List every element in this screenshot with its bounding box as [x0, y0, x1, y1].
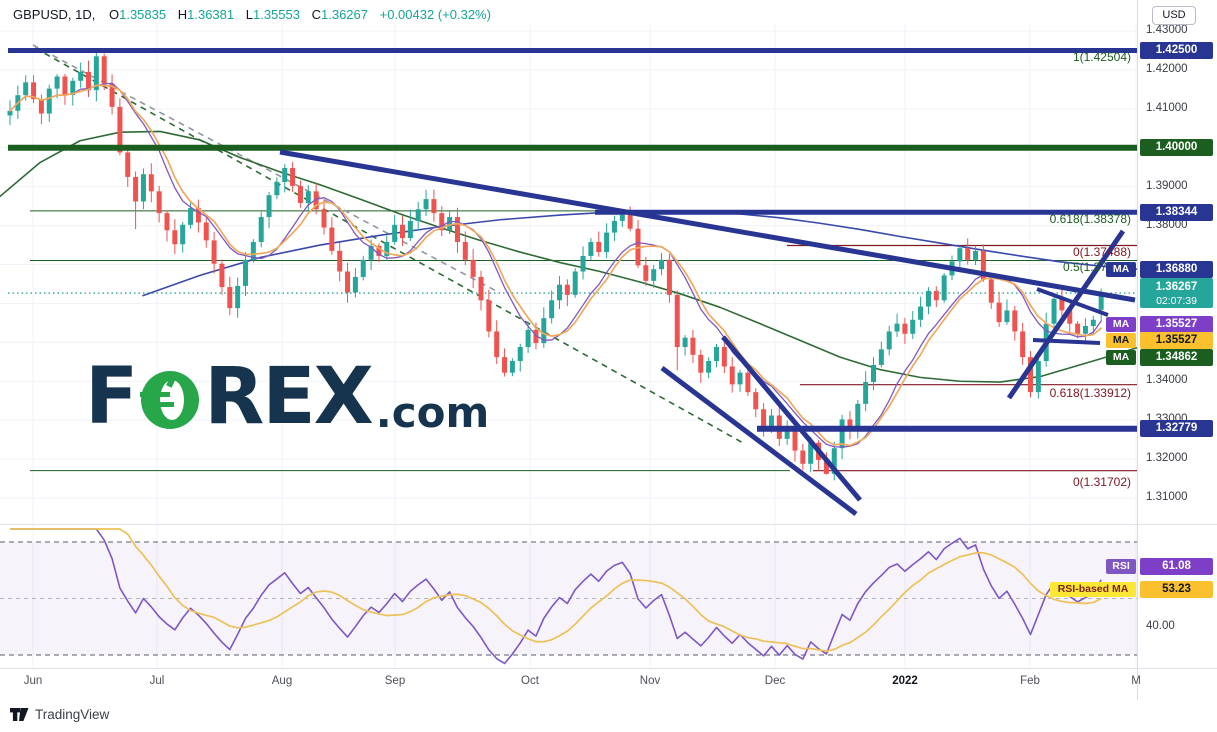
time-axis-label: Jun [23, 675, 43, 687]
high-value: 1.36381 [187, 7, 235, 22]
horizontal-support-resistance-lines [8, 47, 1137, 432]
price-axis-tick: 1.32000 [1146, 452, 1188, 465]
price-axis-badge: 1.35527 [1140, 315, 1213, 333]
currency-toggle[interactable]: USD [1152, 6, 1196, 25]
time-axis-label: 2022 [892, 675, 918, 687]
fib-level-label: 0(1.37488) [1072, 245, 1131, 259]
close-label: C [311, 7, 321, 22]
rsi-ma-value-badge: 53.23 [1140, 580, 1213, 598]
time-axis-label: Jul [149, 675, 165, 687]
price-axis-tick: 1.39000 [1146, 179, 1188, 192]
price-axis-badge: 1.36880 [1140, 260, 1213, 278]
low-value: 1.35553 [252, 7, 300, 22]
symbol-info-bar[interactable]: GBPUSD, 1D, O1.35835 H1.36381 L1.35553 C… [13, 7, 495, 22]
tradingview-brand-text: TradingView [35, 707, 110, 722]
low-label: L [245, 7, 253, 22]
rsi-label-pill: RSI [1106, 558, 1136, 574]
price-axis-badge: 1.35527 [1140, 331, 1213, 349]
time-axis-label: Dec [764, 675, 786, 687]
rsi-ma-label-pill: RSI-based MA [1050, 581, 1136, 597]
price-axis-badge: 1.32779 [1140, 420, 1213, 438]
pane-separator[interactable] [0, 524, 1217, 525]
price-axis-badge: 1.38344 [1140, 203, 1213, 221]
forex-o-logo-icon [140, 370, 200, 429]
symbol-title: GBPUSD, 1D, [13, 7, 96, 22]
rsi-pane [0, 541, 1137, 656]
rsi-lines [10, 528, 1102, 665]
open-value: 1.35835 [119, 7, 167, 22]
time-axis-label: Aug [271, 675, 293, 687]
watermark-f: F [85, 352, 138, 442]
price-axis-badge: 1.42500 [1140, 41, 1213, 59]
time-axis-label: Feb [1020, 675, 1040, 687]
price-axis-tick: 1.38000 [1146, 218, 1188, 231]
time-axis-label: M [1131, 675, 1141, 687]
ma-purple-line [9, 82, 1102, 448]
price-axis-tick: 1.34000 [1146, 374, 1188, 387]
price-axis-tick: 1.42000 [1146, 62, 1188, 75]
ma-yellow-line [9, 84, 1103, 447]
ma-label-pill: MA [1106, 332, 1136, 348]
time-axis-separator [0, 668, 1217, 669]
ma-green-line [0, 130, 1138, 383]
trendlines [279, 149, 1136, 516]
candles [7, 50, 1104, 481]
tradingview-logo-icon [10, 708, 29, 721]
close-value: 1.36267 [321, 7, 368, 22]
fib-level-label: 1(1.42504) [1072, 50, 1131, 64]
rsi-value-badge: 61.08 [1140, 557, 1213, 575]
price-axis-tick: 1.41000 [1146, 101, 1188, 114]
time-axis-label: Nov [639, 675, 661, 687]
price-axis-tick: 1.31000 [1146, 491, 1188, 503]
tradingview-attribution[interactable]: TradingView [10, 706, 109, 723]
price-axis-separator [1137, 0, 1138, 700]
time-axis-label: Oct [521, 675, 539, 687]
ma-label-pill: MA [1106, 316, 1136, 332]
price-axis-badge: 1.40000 [1140, 139, 1213, 157]
ma-label-pill: MA [1106, 261, 1136, 277]
change-value: +0.00432 (+0.32%) [379, 7, 491, 22]
fib-level-label: 0(1.31702) [1072, 475, 1131, 489]
price-axis-tick: 1.43000 [1146, 24, 1188, 36]
forex-com-watermark: F REX .com [85, 352, 490, 442]
ma-label-pill: MA [1106, 349, 1136, 365]
fib-level-label: 0.618(1.33912) [1049, 386, 1131, 400]
rsi-axis-tick: 40.00 [1146, 619, 1175, 632]
price-axis-badge: 1.34862 [1140, 348, 1213, 366]
watermark-com: .com [375, 388, 490, 438]
price-axis-badge: 1.36267 02:07:39 [1140, 278, 1213, 309]
open-label: O [108, 7, 120, 22]
time-axis-label: Sep [384, 675, 406, 687]
watermark-rex: REX [204, 352, 373, 442]
fib-level-label: 0.618(1.38378) [1049, 212, 1131, 226]
high-label: H [177, 7, 188, 22]
